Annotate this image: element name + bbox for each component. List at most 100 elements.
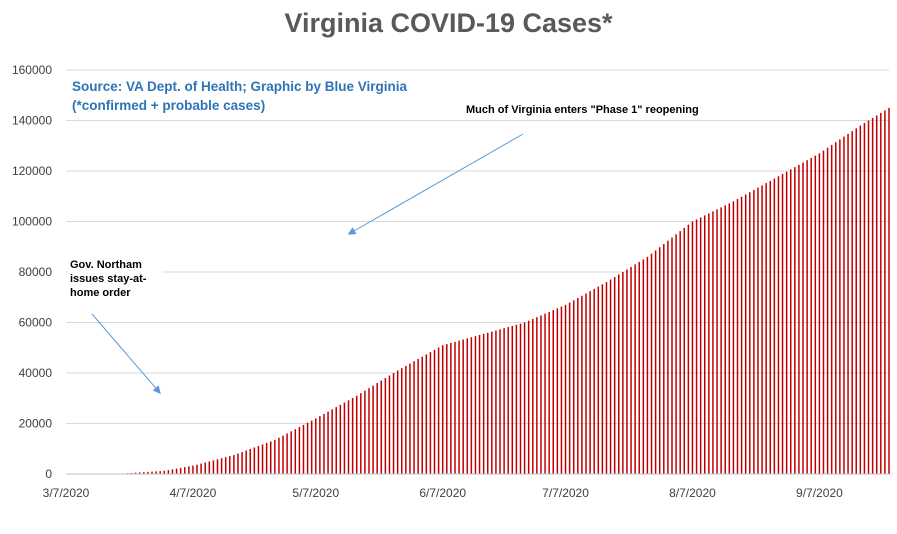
bar	[220, 458, 223, 474]
bar	[691, 221, 694, 474]
bar	[871, 117, 874, 474]
bar	[859, 125, 862, 475]
bar	[380, 380, 383, 474]
bar	[155, 471, 157, 474]
bar	[355, 395, 358, 474]
bar	[441, 345, 444, 474]
bar	[437, 347, 440, 474]
y-tick-label: 100000	[12, 215, 52, 229]
source-line-2: (*confirmed + probable cases)	[72, 98, 266, 113]
bar	[699, 217, 702, 474]
bar	[736, 199, 739, 474]
bar	[654, 250, 657, 474]
bar	[401, 368, 403, 474]
bar	[609, 279, 612, 474]
bar	[495, 330, 497, 474]
bar	[581, 295, 583, 474]
bar	[372, 385, 374, 475]
bar	[798, 164, 800, 475]
bar	[679, 231, 681, 474]
bar	[319, 416, 321, 474]
bar	[732, 201, 735, 475]
bar	[450, 342, 452, 474]
bar	[781, 173, 784, 475]
bar	[151, 471, 153, 474]
bar	[671, 237, 673, 474]
bar	[843, 136, 845, 474]
bar	[556, 308, 559, 474]
bar	[880, 112, 882, 475]
bar	[167, 470, 170, 474]
bar	[663, 244, 665, 474]
bar	[794, 167, 796, 474]
bar	[785, 171, 788, 474]
bar	[814, 155, 817, 474]
bar	[179, 467, 182, 474]
bar	[384, 378, 387, 474]
bar	[572, 300, 575, 474]
bar	[822, 150, 825, 475]
bar	[835, 142, 837, 474]
bar	[839, 139, 841, 474]
bar	[544, 313, 546, 474]
bar	[192, 465, 194, 474]
bar	[806, 160, 808, 474]
bar	[486, 332, 489, 474]
bar	[626, 269, 628, 474]
bar	[777, 176, 780, 474]
bar	[753, 189, 755, 474]
bar	[667, 240, 669, 474]
stay-at-home-arrow	[91, 313, 161, 394]
bar	[503, 328, 505, 474]
bar	[175, 468, 178, 474]
gridlines: 0 20000 40000 60000 80000 100000 120000 140000 1…	[12, 63, 889, 481]
bar	[618, 274, 620, 474]
bars	[69, 107, 890, 475]
bar	[134, 472, 137, 474]
chart-source-note: Source: VA Dept. of Health; Graphic by B…	[72, 77, 407, 115]
bar	[532, 318, 534, 474]
bar	[413, 361, 415, 474]
bar	[851, 131, 853, 475]
bar	[744, 194, 747, 475]
x-tick-label: 8/7/2020	[669, 486, 716, 500]
bar	[269, 441, 272, 474]
bar	[364, 390, 366, 474]
bar	[196, 464, 198, 474]
bar	[278, 437, 280, 474]
bar	[765, 183, 767, 474]
annotation-stay-at-home: Gov. Northam issues stay-at-home order	[68, 258, 162, 300]
x-tick-label: 7/7/2020	[542, 486, 589, 500]
bar	[159, 471, 161, 474]
bar	[466, 338, 469, 474]
bar	[577, 298, 579, 474]
x-tick-label: 4/7/2020	[170, 486, 217, 500]
bar	[335, 407, 337, 474]
bar	[204, 462, 206, 474]
bar	[298, 427, 301, 474]
bar	[585, 293, 587, 474]
bar	[433, 349, 436, 474]
bar	[560, 306, 563, 474]
bar	[855, 128, 857, 474]
y-tick-label: 80000	[19, 265, 53, 279]
annotation-arrows	[91, 133, 524, 394]
bar	[511, 325, 514, 474]
bar	[802, 162, 804, 474]
y-tick-label: 40000	[19, 366, 53, 380]
y-tick-label: 140000	[12, 114, 52, 128]
bar	[351, 398, 354, 474]
bar	[229, 456, 231, 474]
bar	[474, 336, 477, 474]
bar	[630, 266, 632, 474]
bar	[339, 404, 342, 474]
bar	[724, 205, 726, 474]
bar	[163, 470, 166, 474]
bar	[548, 311, 550, 474]
bar	[241, 452, 243, 474]
bar	[888, 107, 890, 475]
bar	[650, 253, 653, 474]
bar	[143, 472, 145, 474]
y-tick-label: 120000	[12, 164, 52, 178]
bar	[392, 373, 395, 474]
